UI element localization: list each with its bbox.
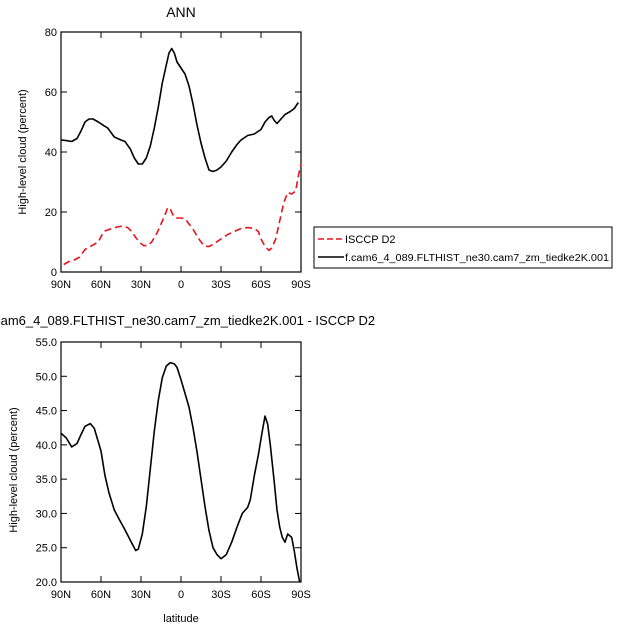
legend: ISCCP D2 f.cam6_4_089.FLTHIST_ne30.cam7_… [313, 226, 613, 269]
legend-box [313, 226, 613, 269]
top-y-tick-label: 40 [45, 147, 57, 159]
bottom-series-lines [60, 361, 301, 583]
legend-label-model: f.cam6_4_089.FLTHIST_ne30.cam7_zm_tiedke… [345, 253, 609, 264]
top-y-tick-label: 20 [45, 207, 57, 219]
bottom-y-tick-label: 45.0 [36, 406, 57, 418]
bottom-y-tick-label: 20.0 [36, 577, 57, 589]
bottom-y-tick-label: 30.0 [36, 508, 57, 520]
bottom-x-tick-label: 0 [178, 589, 184, 601]
top-y-tick-label: 0 [51, 267, 57, 279]
top-x-tick-label: 30S [211, 279, 231, 291]
top-chart-title: ANN [166, 4, 196, 20]
top-panel: ANN High-level cloud (percent) 0 20 40 60 80… [17, 4, 613, 291]
top-y-tick-label: 60 [45, 87, 57, 99]
bottom-x-tick-label: 30N [131, 589, 151, 601]
top-x-tick-label: 60S [251, 279, 271, 291]
top-series-line-0 [63, 163, 302, 266]
bottom-y-ticks: 20.0 25.0 30.0 35.0 40.0 45.0 50.0 55.0 [36, 337, 301, 589]
top-y-tick-label: 80 [45, 27, 57, 39]
bottom-y-tick-label: 35.0 [36, 474, 57, 486]
top-x-tick-label: 60N [91, 279, 111, 291]
top-x-tick-label: 0 [178, 279, 184, 291]
bottom-series-line-0 [60, 361, 301, 583]
top-series-lines [60, 47, 302, 266]
bottom-x-axis-label: latitude [163, 613, 198, 625]
bottom-y-tick-label: 25.0 [36, 543, 57, 555]
bottom-chart-title: f.cam6_4_089.FLTHIST_ne30.cam7_zm_tiedke… [0, 313, 375, 328]
bottom-y-tick-label: 40.0 [36, 440, 57, 452]
bottom-panel: f.cam6_4_089.FLTHIST_ne30.cam7_zm_tiedke… [0, 313, 375, 625]
bottom-y-axis-label: High-level cloud (percent) [8, 407, 20, 532]
bottom-x-tick-label: 90N [51, 589, 71, 601]
bottom-x-ticks: 90N 60N 30N 0 30S 60S 90S [51, 342, 311, 601]
top-x-ticks: 90N 60N 30N 0 30S 60S 90S [51, 32, 311, 291]
bottom-x-tick-label: 30S [211, 589, 231, 601]
bottom-x-tick-label: 90S [291, 589, 311, 601]
top-x-tick-label: 90N [51, 279, 71, 291]
top-x-tick-label: 90S [291, 279, 311, 291]
top-x-tick-label: 30N [131, 279, 151, 291]
bottom-x-tick-label: 60S [251, 589, 271, 601]
top-series-line-1 [60, 47, 299, 173]
top-y-ticks: 0 20 40 60 80 [45, 27, 301, 279]
bottom-x-tick-label: 60N [91, 589, 111, 601]
bottom-y-tick-label: 50.0 [36, 371, 57, 383]
legend-label-isccp: ISCCP D2 [345, 234, 396, 246]
top-y-axis-label: High-level cloud (percent) [17, 89, 29, 214]
bottom-y-tick-label: 55.0 [36, 337, 57, 349]
